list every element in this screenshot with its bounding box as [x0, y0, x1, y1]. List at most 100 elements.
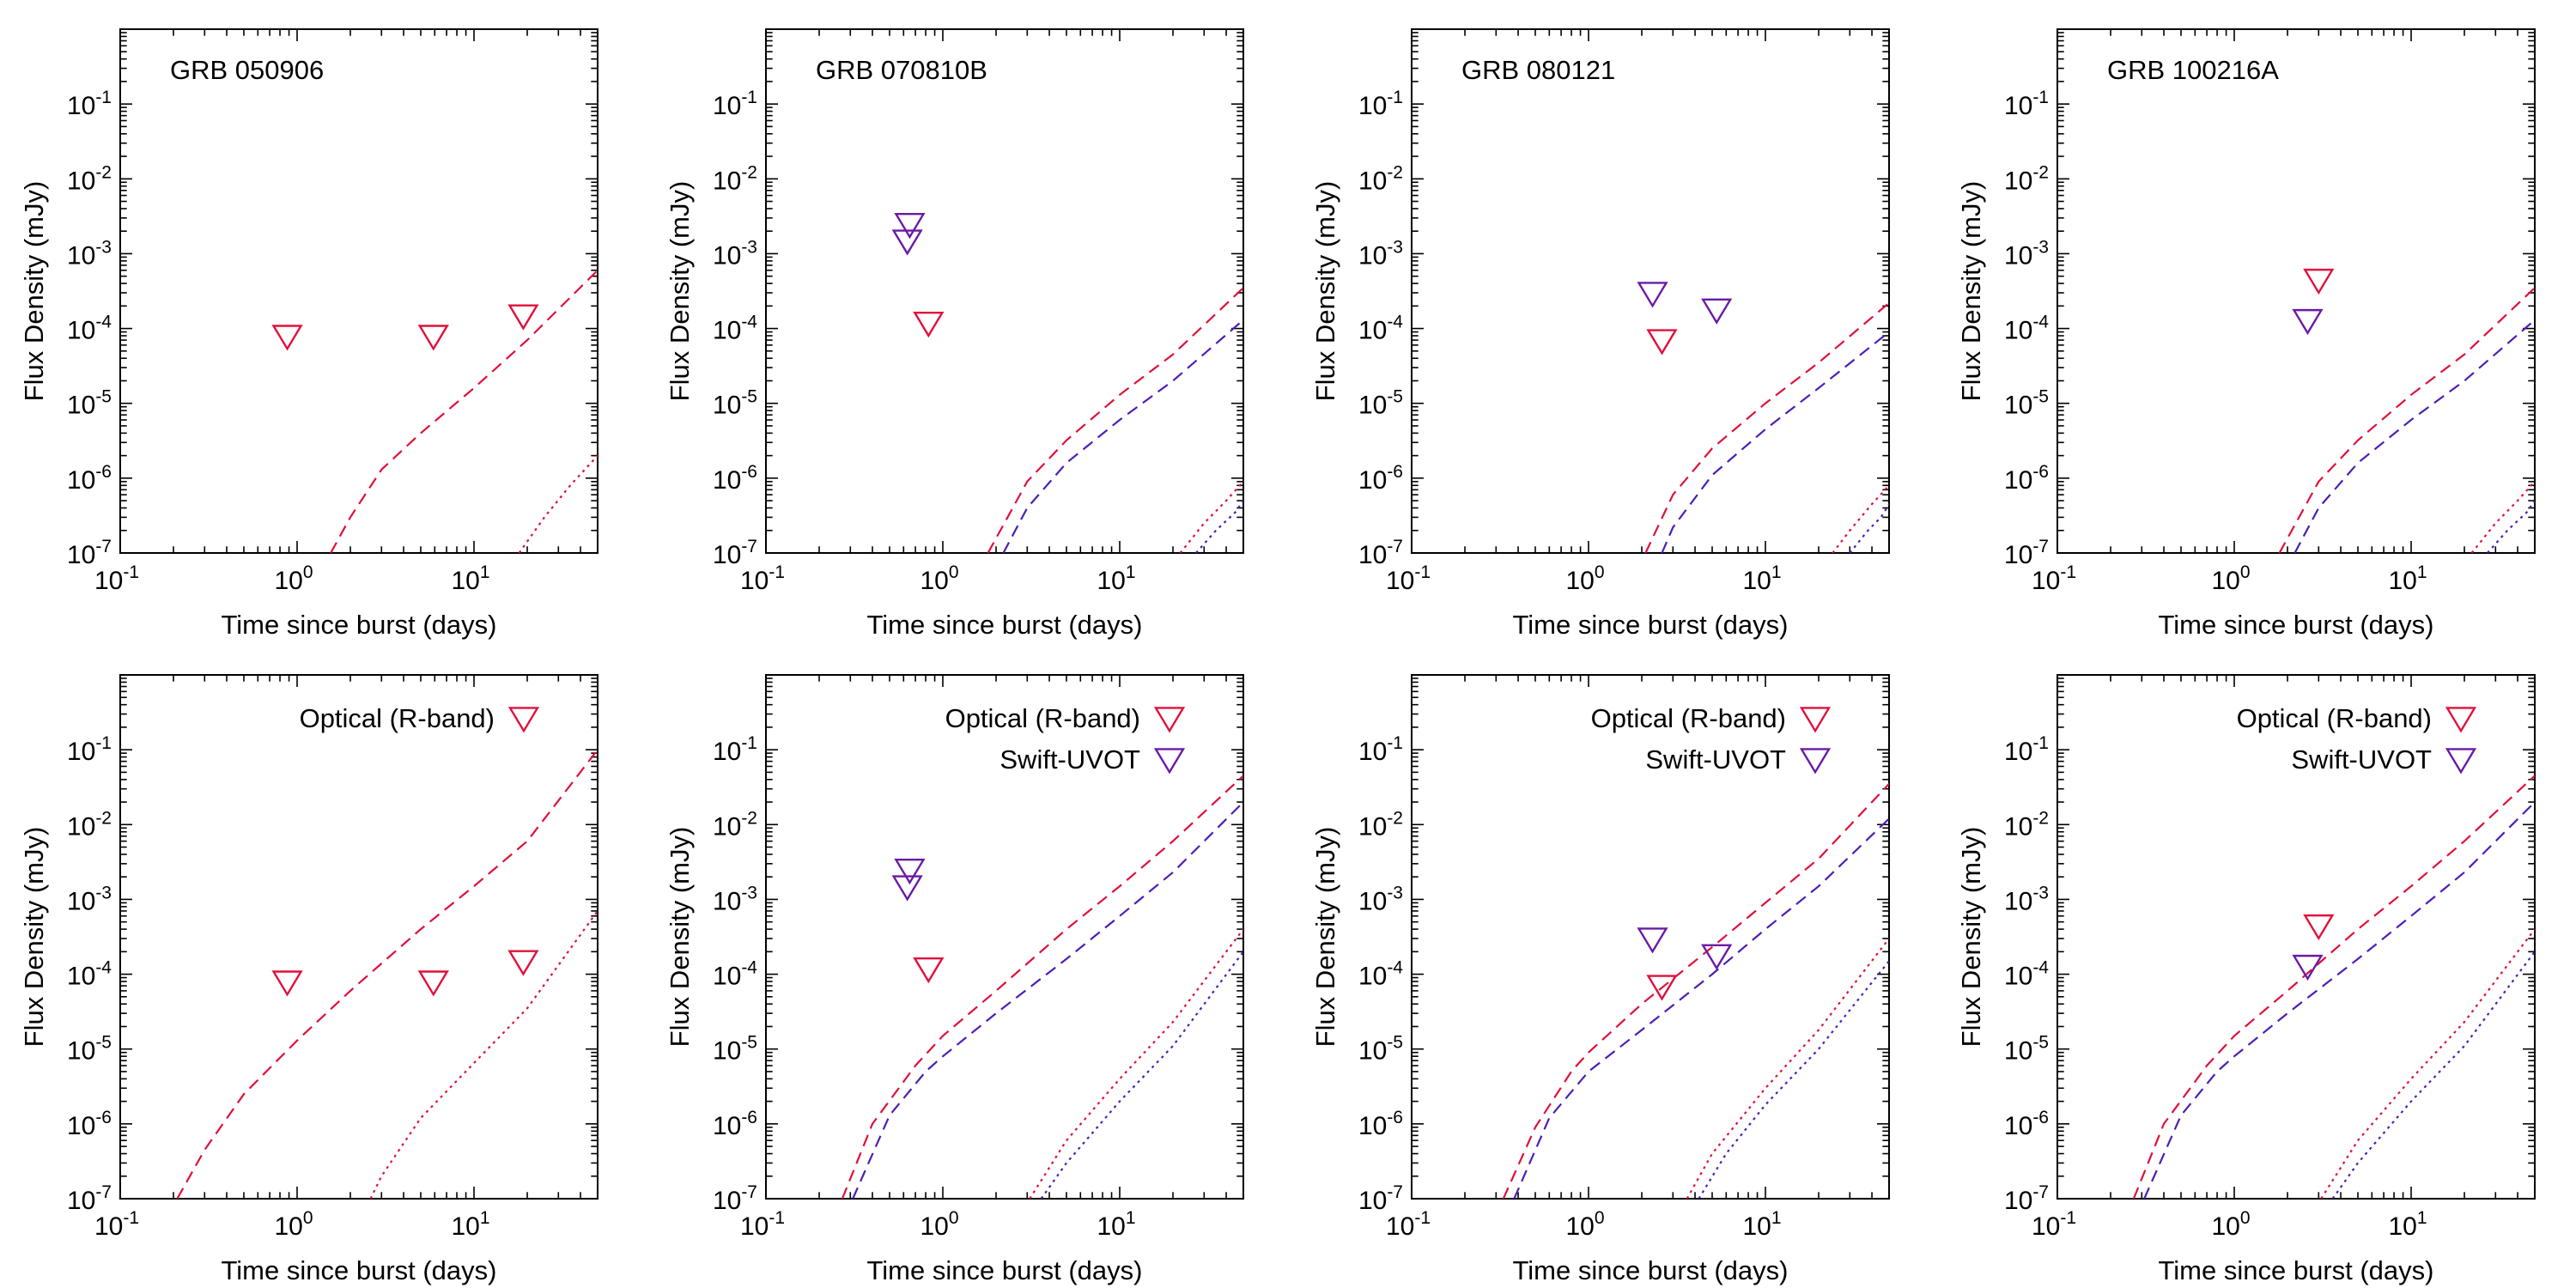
y-tick-label: 10-4	[2004, 313, 2049, 345]
y-tick-label: 10-7	[713, 537, 757, 569]
y-tick-label: 10-1	[1358, 88, 1403, 120]
x-tick-label: 101	[1097, 562, 1135, 595]
y-tick-label: 10-3	[713, 883, 757, 915]
optical-upper-limit-point	[271, 325, 303, 351]
panel-title: GRB 100216A	[2107, 55, 2279, 85]
optical-dotted-model-line	[1686, 938, 1889, 1199]
plot-frame	[1411, 674, 1890, 1200]
x-axis-label: Time since burst (days)	[222, 610, 497, 640]
optical-dashed-model-line	[1502, 783, 1889, 1199]
y-tick-label: 10-2	[2004, 162, 2049, 195]
x-tick-label: 100	[1565, 1208, 1604, 1241]
chart-panel: 10-1 100 101 10-7 10-6 10-5 10-4 10-3 10-2 10-1 Ti…	[665, 28, 1244, 640]
legend-label: Optical (R-band)	[1591, 703, 1786, 733]
uvot-upper-limit-point	[891, 875, 923, 902]
optical-dashed-model-line	[2278, 287, 2535, 553]
x-tick-label: 100	[920, 1208, 958, 1241]
uvot-dotted-model-line	[1698, 960, 1889, 1199]
chart-panel: 10-1 100 101 10-7 10-6 10-5 10-4 10-3 10-2 10-1 Ti…	[19, 28, 598, 640]
y-tick-label: 10-5	[2004, 387, 2049, 420]
x-tick-label: 100	[2211, 562, 2250, 595]
x-tick-label: 100	[274, 562, 313, 595]
legend-label: Optical (R-band)	[300, 703, 495, 733]
optical-upper-limit-point	[507, 304, 539, 331]
legend-marker-icon	[1153, 707, 1186, 733]
x-tick-label: 101	[1742, 562, 1781, 595]
uvot-upper-limit-point	[2292, 308, 2324, 336]
y-tick-label: 10-5	[67, 387, 112, 420]
chart-panel: 10-1 100 101 10-7 10-6 10-5 10-4 10-3 10-2 10-1 Ti…	[1310, 28, 1890, 640]
optical-upper-limit-point	[271, 970, 303, 997]
optical-upper-limit-point	[1646, 329, 1678, 355]
y-axis-label: Flux Density (mJy)	[1310, 827, 1340, 1048]
optical-dashed-model-line	[841, 775, 1243, 1199]
legend-marker-icon	[2445, 748, 2477, 775]
x-tick-label: 10-1	[740, 1208, 785, 1241]
optical-dotted-model-line	[2470, 481, 2535, 553]
legend-label: Swift-UVOT	[1645, 744, 1786, 775]
y-tick-label: 10-7	[2004, 537, 2049, 569]
y-tick-label: 10-3	[713, 237, 757, 270]
y-tick-label: 10-6	[713, 462, 757, 495]
y-axis-label: Flux Density (mJy)	[19, 181, 49, 402]
plot-frame	[765, 674, 1244, 1200]
uvot-dotted-model-line	[2331, 951, 2535, 1199]
x-tick-label: 10-1	[740, 562, 785, 595]
x-axis-label: Time since burst (days)	[867, 1255, 1143, 1285]
chart-panel: 10-1 100 101 10-7 10-6 10-5 10-4 10-3 10-2 10-1 Ti…	[1956, 28, 2536, 640]
x-tick-label: 10-1	[1386, 1208, 1431, 1241]
optical-dashed-model-line	[2132, 775, 2535, 1199]
x-tick-label: 10-1	[94, 562, 139, 595]
y-tick-label: 10-2	[713, 808, 757, 841]
uvot-dotted-model-line	[1040, 951, 1243, 1199]
optical-dashed-model-line	[176, 749, 598, 1199]
uvot-dashed-model-line	[1002, 319, 1243, 553]
uvot-upper-limit-point	[1637, 927, 1668, 954]
y-tick-label: 10-6	[2004, 462, 2049, 495]
y-tick-label: 10-5	[2004, 1033, 2049, 1066]
y-tick-label: 10-1	[713, 88, 757, 120]
uvot-upper-limit-point	[2292, 954, 2324, 981]
panel-title: GRB 050906	[170, 55, 324, 85]
x-axis-label: Time since burst (days)	[867, 610, 1143, 640]
y-tick-label: 10-7	[67, 1182, 112, 1215]
y-tick-label: 10-2	[1358, 162, 1403, 195]
uvot-upper-limit-point	[891, 229, 923, 256]
plot-frame	[1411, 28, 1890, 554]
x-tick-label: 101	[2388, 562, 2427, 595]
chart-panel: 10-1 100 101 10-7 10-6 10-5 10-4 10-3 10-2 10-1 Ti…	[1310, 674, 1890, 1285]
y-tick-label: 10-5	[1358, 387, 1403, 420]
uvot-dotted-model-line	[2487, 500, 2535, 553]
y-tick-label: 10-6	[2004, 1108, 2049, 1140]
y-axis-label: Flux Density (mJy)	[1956, 181, 1986, 402]
x-tick-label: 101	[1742, 1208, 1781, 1241]
y-tick-label: 10-5	[67, 1033, 112, 1066]
y-tick-label: 10-2	[67, 162, 112, 195]
y-tick-label: 10-1	[1358, 733, 1403, 766]
legend-marker-icon	[1799, 748, 1832, 775]
uvot-upper-limit-point	[1701, 944, 1733, 970]
x-axis-label: Time since burst (days)	[1513, 1255, 1789, 1285]
x-tick-label: 10-1	[94, 1208, 139, 1241]
x-tick-label: 101	[1097, 1208, 1135, 1241]
optical-dashed-model-line	[1644, 301, 1889, 553]
x-tick-label: 100	[274, 1208, 313, 1241]
y-tick-label: 10-5	[713, 387, 757, 420]
plot-frame	[2057, 28, 2536, 554]
optical-dotted-model-line	[369, 910, 598, 1199]
optical-dotted-model-line	[1029, 928, 1243, 1199]
uvot-upper-limit-point	[894, 213, 926, 240]
y-tick-label: 10-6	[67, 1108, 112, 1140]
y-tick-label: 10-3	[2004, 883, 2049, 915]
legend-marker-icon	[2445, 707, 2477, 733]
legend-marker-icon	[1153, 748, 1186, 775]
y-tick-label: 10-4	[713, 313, 757, 345]
optical-dashed-model-line	[330, 270, 598, 553]
x-tick-label: 100	[920, 562, 958, 595]
y-tick-label: 10-4	[713, 958, 757, 991]
uvot-dashed-model-line	[852, 801, 1243, 1199]
x-tick-label: 101	[2388, 1208, 2427, 1241]
uvot-dotted-model-line	[1849, 503, 1889, 553]
uvot-dashed-model-line	[2293, 319, 2535, 553]
y-tick-label: 10-2	[67, 808, 112, 841]
